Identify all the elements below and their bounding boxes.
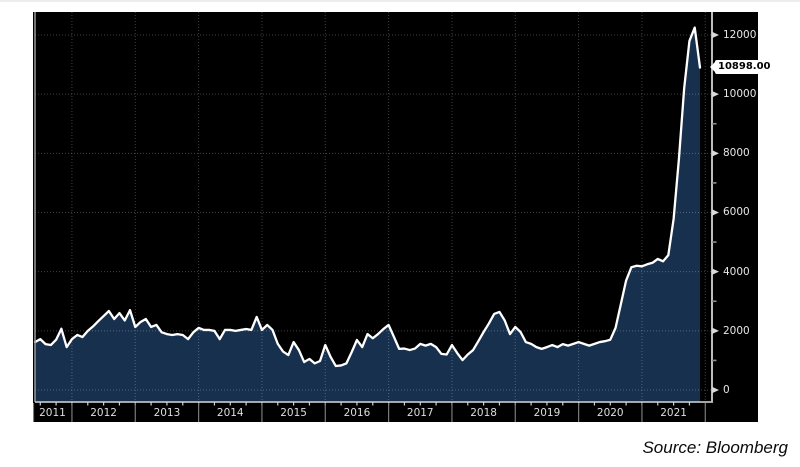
y-tick-label: 6000 <box>723 206 750 219</box>
y-major-tick <box>712 209 719 216</box>
data-line <box>33 26 702 368</box>
source-credit: Source: Bloomberg <box>642 438 788 457</box>
y-major-tick <box>712 386 719 394</box>
last-price-value: 10898.00 <box>718 60 771 72</box>
x-tick-label: 2015 <box>280 407 307 419</box>
x-tick-label: 2016 <box>343 407 371 419</box>
x-tick-label: 2018 <box>470 407 497 419</box>
x-tick-label: 2020 <box>596 407 624 419</box>
x-tick-label: 2013 <box>153 407 181 419</box>
y-tick-label: 10000 <box>723 88 757 101</box>
last-price-callout: 10898.00 <box>710 59 775 74</box>
y-tick-label: 8000 <box>723 147 750 160</box>
area-fill <box>35 27 700 403</box>
y-major-tick <box>712 31 719 39</box>
chart-panel: 10898.00 0 2000 4000 6000 8000 10000 12000 2011… <box>33 12 775 422</box>
y-tick-label: 0 <box>723 384 730 396</box>
y-major-tick <box>712 327 719 335</box>
y-tick-label: 2000 <box>723 324 750 337</box>
y-major-tick <box>712 268 719 275</box>
chart-canvas <box>33 12 719 422</box>
x-tick-label: 2011 <box>39 407 66 419</box>
y-tick-label: 12000 <box>723 28 757 41</box>
y-major-tick <box>712 90 719 98</box>
y-tick-label: 4000 <box>723 265 750 278</box>
x-tick-label: 2021 <box>660 407 687 419</box>
x-tick-label: 2012 <box>90 407 117 419</box>
y-major-tick <box>712 150 719 157</box>
x-tick-label: 2014 <box>216 407 244 419</box>
x-tick-label: 2019 <box>533 407 561 419</box>
x-tick-label: 2017 <box>406 407 434 419</box>
